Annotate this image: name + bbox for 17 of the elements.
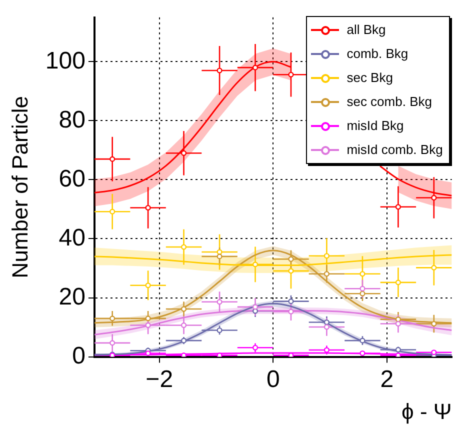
y-tick-label: 100: [45, 47, 86, 74]
legend-label: misId comb. Bkg: [346, 141, 443, 160]
x-tick-label: 2: [380, 366, 394, 393]
legend-label: sec comb. Bkg: [346, 93, 432, 112]
y-tick-label: 20: [58, 283, 86, 310]
x-tick-label: −2: [146, 366, 174, 393]
legend-label: misId Bkg: [346, 117, 404, 136]
x-tick-label: 0: [266, 366, 280, 393]
y-tick-label: 60: [58, 165, 86, 192]
y-tick-label: 40: [58, 224, 86, 252]
legend-label: sec Bkg: [346, 69, 393, 88]
legend-label: comb. Bkg: [346, 45, 408, 64]
legend-label: all Bkg: [346, 21, 386, 40]
y-tick-label: 80: [58, 106, 86, 134]
x-axis-title: ϕ - Ψ: [402, 398, 452, 424]
y-tick-label: 0: [72, 342, 86, 370]
y-axis-title: Number of Particle: [7, 96, 32, 278]
